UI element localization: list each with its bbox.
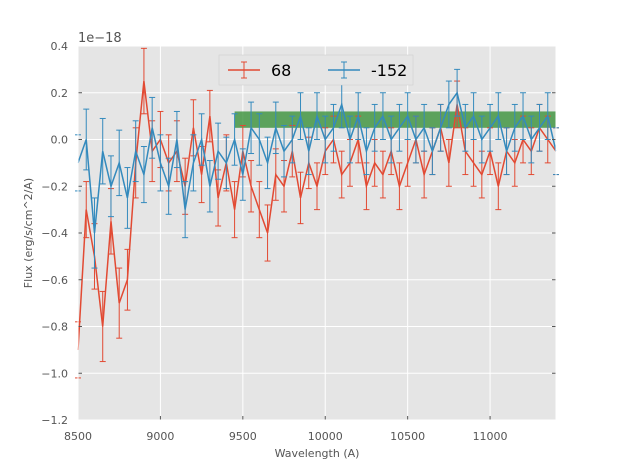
y-tick-label: −1.0 <box>41 367 68 380</box>
plot-frame <box>77 45 557 421</box>
series-line <box>77 81 557 350</box>
y-tick-label: 0.4 <box>51 40 69 53</box>
x-axis-label: Wavelength (A) <box>275 447 360 460</box>
y-tick-label: −0.4 <box>41 227 68 240</box>
legend-label: -152 <box>371 61 407 80</box>
y-tick-label: 0.0 <box>51 134 69 147</box>
axis-ticks <box>77 45 557 421</box>
y-tick-label: −0.8 <box>41 321 68 334</box>
x-tick-label: 9000 <box>146 430 174 443</box>
y-tick-label: −0.6 <box>41 274 68 287</box>
y-tick-label: 0.2 <box>51 87 69 100</box>
y-tick-label: −0.2 <box>41 180 68 193</box>
x-tick-label: 10500 <box>390 430 425 443</box>
legend: 68 -152 <box>218 54 414 86</box>
series-second <box>75 68 559 269</box>
x-tick-label: 10000 <box>308 430 343 443</box>
legend-label: 68 <box>271 61 291 80</box>
x-tick-label: 11000 <box>473 430 508 443</box>
x-tick-label: 9500 <box>229 430 257 443</box>
y-offset-label: 1e−18 <box>78 31 122 46</box>
y-tick-label: −1.2 <box>41 414 68 427</box>
x-tick-labels: 8500 9000 9500 10000 10500 11000 <box>64 430 508 443</box>
series-layer <box>75 47 559 379</box>
series-line <box>77 91 557 234</box>
x-tick-label: 8500 <box>64 430 92 443</box>
y-tick-labels: −1.2 −1.0 −0.8 −0.6 −0.4 −0.2 0.0 0.2 0.4 <box>41 40 68 427</box>
y-axis-label: Flux (erg/s/cm^2/A) <box>22 178 35 288</box>
